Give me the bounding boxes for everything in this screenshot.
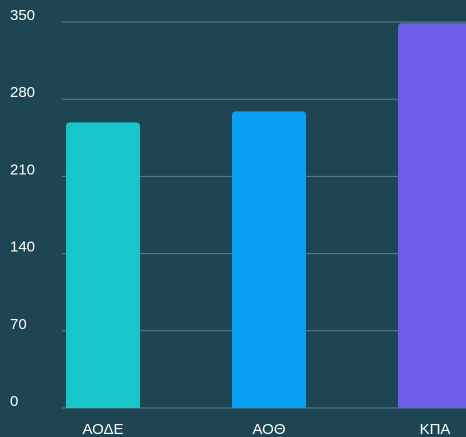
y-tick-label: 0: [10, 393, 18, 410]
y-tick-label: 140: [10, 239, 35, 256]
y-tick-label: 280: [10, 84, 35, 101]
y-tick-label: 350: [10, 7, 35, 24]
y-tick-label: 70: [10, 316, 27, 333]
bar: [232, 111, 306, 409]
x-tick-label: ΚΠΑ: [420, 421, 451, 437]
y-tick-label: 210: [10, 161, 35, 178]
x-tick-label: ΑΟΘ: [252, 421, 285, 437]
bar: [398, 23, 466, 408]
x-tick-label: ΑΟΔΕ: [82, 421, 123, 437]
bar: [66, 122, 140, 409]
